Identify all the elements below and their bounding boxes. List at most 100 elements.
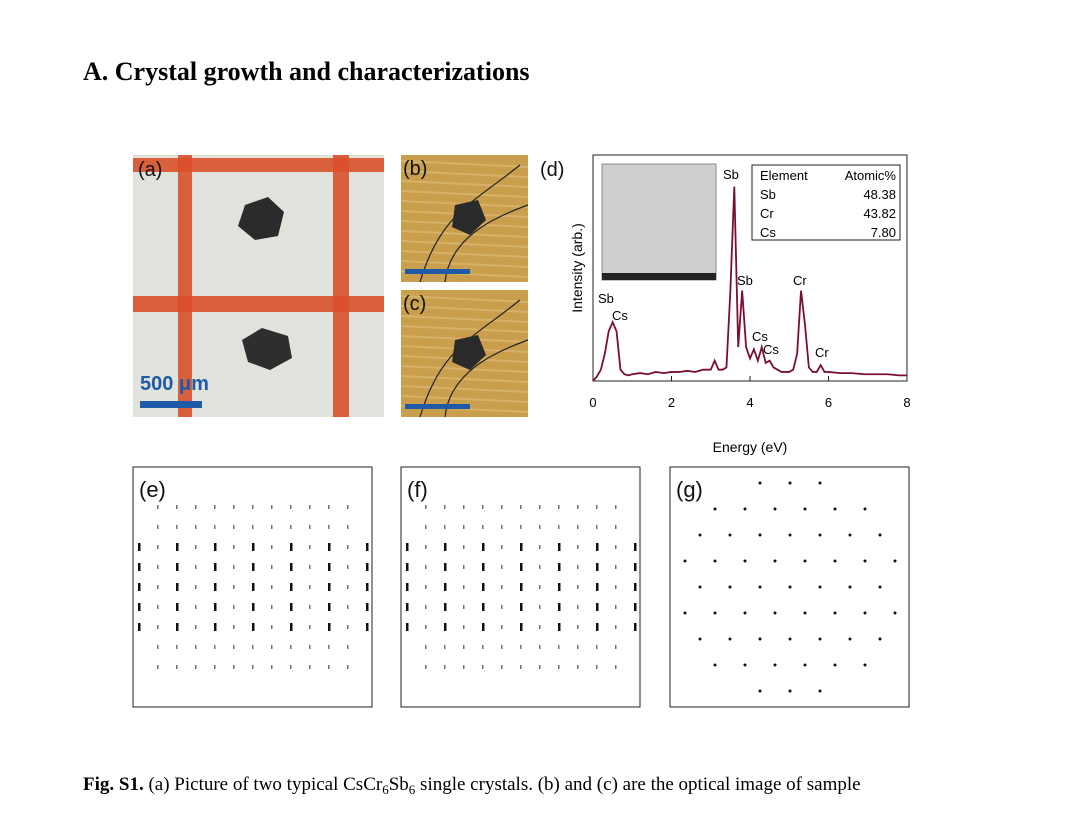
spot xyxy=(290,665,292,669)
spot xyxy=(713,507,717,511)
spot xyxy=(501,585,503,589)
spot xyxy=(482,525,484,529)
spot xyxy=(425,545,427,549)
spot xyxy=(214,623,217,631)
spot xyxy=(463,625,465,629)
table-cell: Sb xyxy=(760,187,776,202)
table-cell: Cr xyxy=(760,206,774,221)
spot xyxy=(425,605,427,609)
spot xyxy=(788,689,792,693)
spot xyxy=(271,565,273,569)
spot xyxy=(482,543,485,551)
spot xyxy=(863,611,867,615)
caption: Fig. S1. (a) Picture of two typical CsCr… xyxy=(83,774,861,797)
spot xyxy=(803,507,807,511)
spot xyxy=(214,603,217,611)
spot xyxy=(558,665,560,669)
spot xyxy=(233,625,235,629)
spot xyxy=(848,585,852,589)
spot xyxy=(347,625,349,629)
grid-stripe xyxy=(133,296,384,312)
spot xyxy=(328,583,331,591)
spot xyxy=(271,645,273,649)
spot xyxy=(309,665,311,669)
spot xyxy=(539,565,541,569)
spot xyxy=(214,645,216,649)
spot xyxy=(406,623,409,631)
spot xyxy=(520,583,523,591)
x-tick-label: 8 xyxy=(903,395,910,410)
spot xyxy=(444,603,447,611)
spot xyxy=(233,585,235,589)
spot xyxy=(271,625,273,629)
spot xyxy=(878,585,882,589)
spot xyxy=(596,603,599,611)
spot xyxy=(176,623,179,631)
spot xyxy=(698,585,702,589)
spot xyxy=(773,559,777,563)
spot xyxy=(347,645,349,649)
spot xyxy=(176,603,179,611)
spot xyxy=(138,543,141,551)
spot xyxy=(290,583,293,591)
spot xyxy=(157,565,159,569)
spot xyxy=(615,605,617,609)
spot xyxy=(539,605,541,609)
spot xyxy=(577,545,579,549)
peak-label: Cr xyxy=(815,345,829,360)
texture xyxy=(400,365,529,373)
spot xyxy=(482,623,485,631)
texture xyxy=(400,180,529,188)
spot xyxy=(615,625,617,629)
spot xyxy=(271,545,273,549)
spot xyxy=(309,625,311,629)
spot xyxy=(713,663,717,667)
spot xyxy=(615,665,617,669)
wire xyxy=(444,339,529,418)
spot xyxy=(539,505,541,509)
spot xyxy=(195,545,197,549)
spot xyxy=(328,563,331,571)
texture xyxy=(400,230,529,238)
spot xyxy=(328,543,331,551)
inset-image xyxy=(601,163,717,281)
spot xyxy=(271,605,273,609)
spot xyxy=(347,605,349,609)
spot xyxy=(482,603,485,611)
spot xyxy=(463,505,465,509)
spot xyxy=(252,505,254,509)
spot xyxy=(728,585,732,589)
spot xyxy=(482,583,485,591)
spectrum xyxy=(592,186,907,382)
spot xyxy=(366,623,369,631)
spot xyxy=(252,583,255,591)
spot xyxy=(176,563,179,571)
spot xyxy=(328,505,330,509)
spot xyxy=(501,545,503,549)
spot xyxy=(347,505,349,509)
spot xyxy=(577,605,579,609)
spot xyxy=(195,645,197,649)
table-cell: 7.80 xyxy=(871,225,896,240)
spot xyxy=(558,645,560,649)
panel-label: (b) xyxy=(403,158,427,180)
spot xyxy=(290,645,292,649)
x-tick-label: 0 xyxy=(589,395,596,410)
peak-label: Cs xyxy=(612,308,628,323)
texture xyxy=(400,170,529,178)
spot xyxy=(138,603,141,611)
spot xyxy=(444,505,446,509)
caption-text: 6 xyxy=(409,782,416,797)
spot xyxy=(328,525,330,529)
spot xyxy=(482,665,484,669)
spot xyxy=(309,605,311,609)
spot xyxy=(818,533,822,537)
spot xyxy=(195,565,197,569)
x-axis-label: Energy (eV) xyxy=(713,439,788,455)
spot xyxy=(444,525,446,529)
spot xyxy=(157,525,159,529)
spot xyxy=(138,623,141,631)
spot xyxy=(347,525,349,529)
spot xyxy=(893,559,897,563)
